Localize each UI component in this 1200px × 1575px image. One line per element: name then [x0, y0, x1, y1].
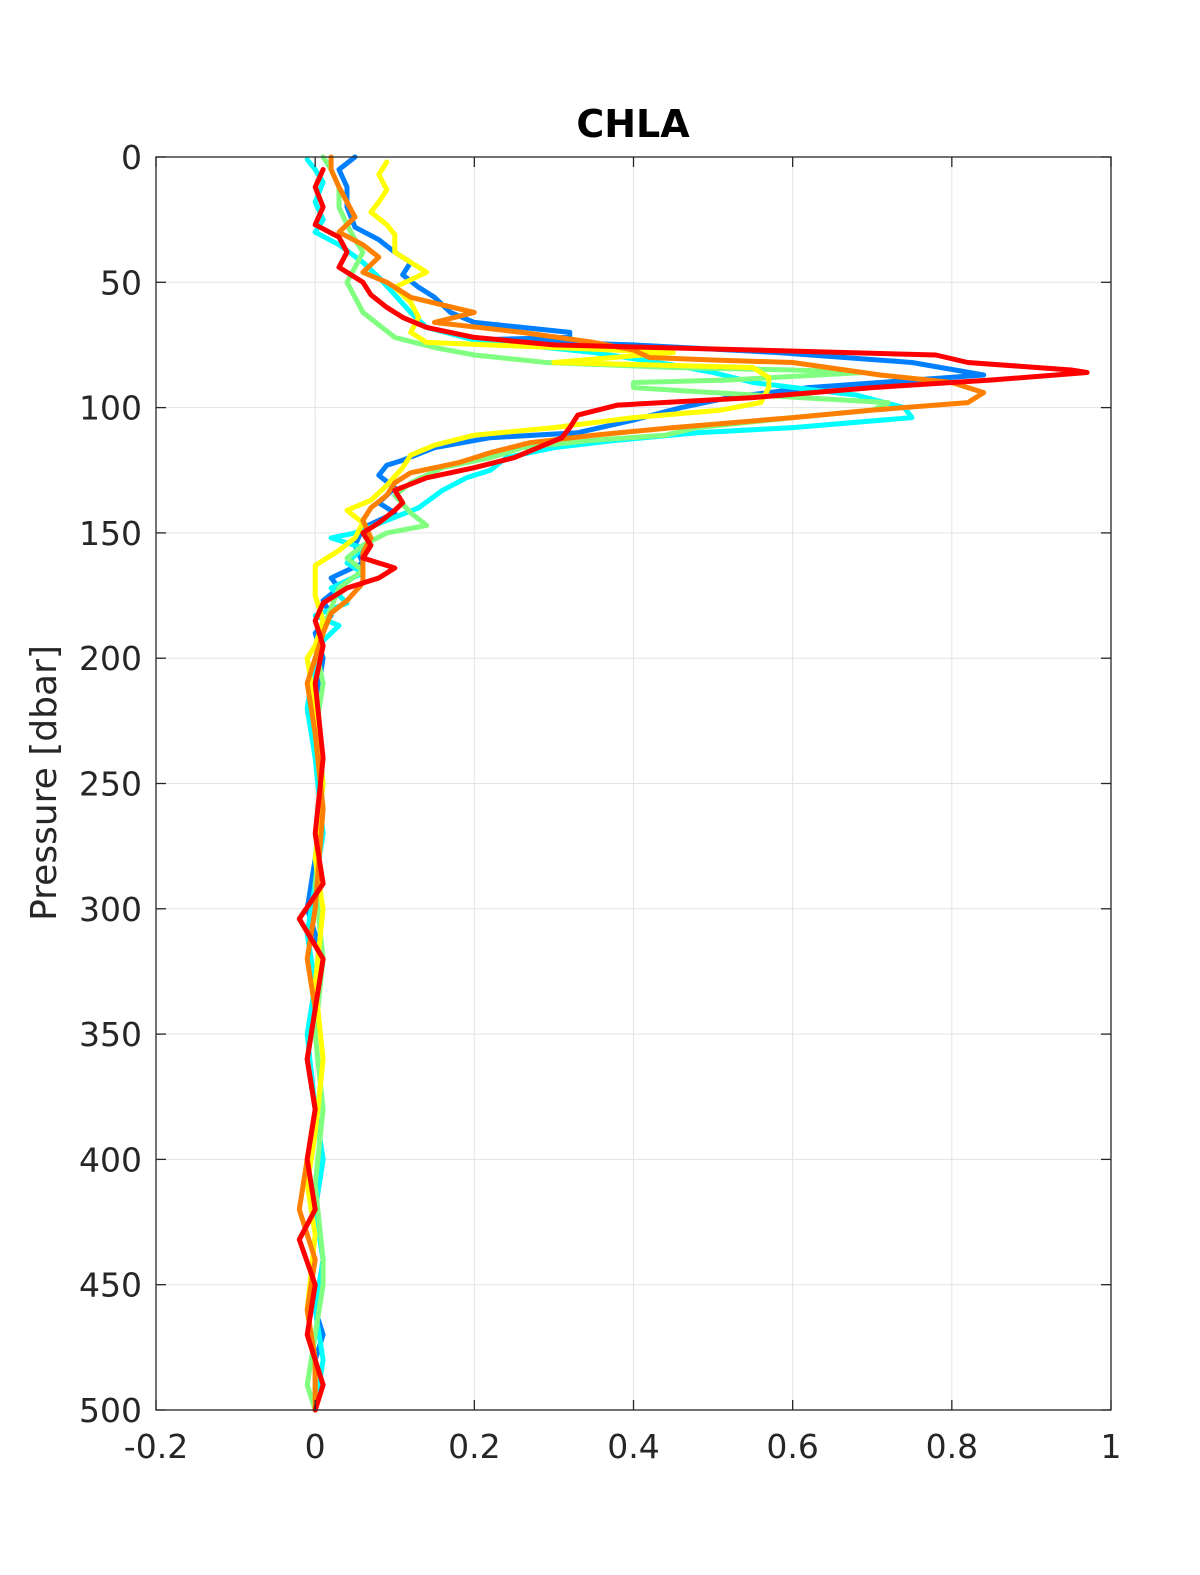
- series-line-6: [296, 167, 1090, 1413]
- x-tick-label: 1: [1101, 1427, 1122, 1466]
- y-tick-label: 300: [79, 890, 142, 929]
- y-tick-label: 0: [121, 138, 142, 177]
- series-line-5: [296, 154, 987, 1413]
- x-tick-label: 0.8: [926, 1427, 978, 1466]
- y-tick-label: 450: [79, 1266, 142, 1305]
- y-tick-label: 500: [79, 1391, 142, 1430]
- series-group: [296, 154, 1090, 1413]
- y-tick-label: 400: [79, 1140, 142, 1179]
- x-tick-label: 0.2: [448, 1427, 500, 1466]
- y-tick-label: 50: [100, 263, 142, 302]
- y-tick-label: 250: [79, 765, 142, 804]
- y-tick-label: 200: [79, 639, 142, 678]
- y-tick-label: 350: [79, 1015, 142, 1054]
- x-tick-label: 0.6: [766, 1427, 818, 1466]
- x-tick-label: 0: [305, 1427, 326, 1466]
- chart-title: CHLA: [576, 102, 690, 146]
- axis-ticks: -0.2 0 0.2 0.4 0.6 0.8 1 0 50 100 150 200 250 300 350 4…: [79, 138, 1122, 1466]
- x-tick-label: 0.4: [607, 1427, 659, 1466]
- y-tick-label: 100: [79, 389, 142, 428]
- x-tick-label: -0.2: [124, 1427, 188, 1466]
- y-axis-label: Pressure [dbar]: [24, 645, 65, 921]
- y-tick-label: 150: [79, 514, 142, 553]
